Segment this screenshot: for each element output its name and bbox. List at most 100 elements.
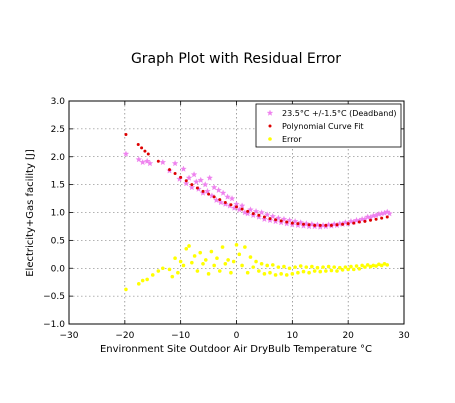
error-point <box>203 258 208 262</box>
deadband-point <box>303 220 310 227</box>
error-point <box>385 263 390 267</box>
error-point <box>273 273 278 277</box>
deadband-point <box>297 219 304 226</box>
error-point <box>354 264 359 268</box>
polynomial-fit-point <box>173 171 177 175</box>
deadband-point <box>263 211 271 218</box>
error-point <box>209 249 214 254</box>
deadband-point <box>171 160 179 167</box>
deadband-point <box>258 209 265 216</box>
legend-label-deadband: 23.5°C +/-1.5°C (Deadband) <box>282 109 397 118</box>
legend-markers <box>266 109 274 141</box>
polynomial-fit-point <box>357 220 361 224</box>
polynomial-fit-point <box>251 212 255 216</box>
error-point <box>161 266 165 271</box>
error-point <box>156 269 161 273</box>
error-point <box>192 254 197 258</box>
error-point <box>382 261 387 266</box>
error-point <box>206 272 211 276</box>
error-point <box>343 265 348 269</box>
error-point <box>187 244 191 248</box>
error-point <box>279 272 283 276</box>
error-point <box>377 262 381 267</box>
y-tick-label: 3.0 <box>51 97 66 107</box>
error-point <box>290 272 295 276</box>
polynomial-fit-point <box>235 205 238 209</box>
data-marks <box>122 132 393 292</box>
deadband-point <box>215 186 222 193</box>
deadband-point <box>197 176 205 183</box>
polynomial-fit-point <box>229 203 233 207</box>
error-point <box>379 263 384 268</box>
x-tick-label: 20 <box>342 331 354 341</box>
legend-label-error: Error <box>282 135 302 144</box>
deadband-point <box>325 221 332 228</box>
y-tick-label: −1.0 <box>43 320 65 330</box>
deadband-point <box>180 165 187 172</box>
deadband-point <box>146 160 154 167</box>
polynomial-fit-point <box>218 198 222 202</box>
deadband-point <box>188 183 196 191</box>
y-tick-label: 2.0 <box>51 153 66 163</box>
error-point <box>195 269 200 273</box>
error-point <box>304 265 309 269</box>
x-tick-label: 10 <box>287 331 299 341</box>
error-point <box>215 256 219 261</box>
deadband-point <box>217 199 225 206</box>
error-point <box>324 269 328 273</box>
error-point <box>198 250 203 255</box>
error-point <box>265 263 270 268</box>
error-point <box>321 265 325 269</box>
deadband-point <box>244 210 251 217</box>
error-point <box>262 272 267 276</box>
error-point <box>217 269 222 273</box>
error-point <box>170 274 175 279</box>
legend-box <box>255 103 402 148</box>
legend-marker-3 <box>268 137 272 141</box>
error-point <box>243 245 247 249</box>
polynomial-fit-point <box>190 183 194 187</box>
y-tick-label: 0.5 <box>51 236 65 246</box>
error-point <box>245 270 250 275</box>
deadband-point <box>210 183 218 191</box>
x-tick-label: 30 <box>398 331 410 341</box>
deadband-point <box>219 189 227 196</box>
x-tick-label: −10 <box>171 331 190 341</box>
series-1 <box>122 150 393 230</box>
error-point <box>176 270 180 275</box>
error-point <box>254 259 258 264</box>
polynomial-fit-point <box>240 207 244 211</box>
polynomial-fit-point <box>212 195 216 199</box>
deadband-point <box>135 156 143 163</box>
polynomial-fit-point <box>329 223 333 227</box>
polynomial-fit-point <box>274 218 278 222</box>
polynomial-fit-point <box>335 223 339 227</box>
polynomial-fit-point <box>346 222 350 226</box>
error-point <box>237 252 242 257</box>
polynomial-fit-point <box>385 215 389 219</box>
polynomial-fit-point <box>324 223 328 227</box>
error-point <box>312 269 317 273</box>
error-point <box>259 261 264 266</box>
error-point <box>326 264 331 269</box>
deadband-point <box>159 158 167 166</box>
error-point <box>374 264 378 268</box>
series-2 <box>124 132 389 227</box>
polynomial-fit-point <box>268 217 272 221</box>
polynomial-fit-point <box>363 219 367 223</box>
polynomial-fit-point <box>318 223 322 227</box>
error-point <box>150 273 155 277</box>
deadband-point <box>261 215 268 222</box>
error-point <box>190 260 194 265</box>
polynomial-fit-point <box>246 209 250 213</box>
polynomial-fit-point <box>296 222 300 226</box>
polynomial-fit-point <box>179 175 183 179</box>
error-point <box>349 264 353 269</box>
error-point <box>124 287 128 292</box>
error-point <box>240 263 244 268</box>
error-point <box>301 269 306 274</box>
error-point <box>268 270 272 275</box>
error-point <box>178 259 183 264</box>
y-tick-label: −0.5 <box>43 292 65 302</box>
